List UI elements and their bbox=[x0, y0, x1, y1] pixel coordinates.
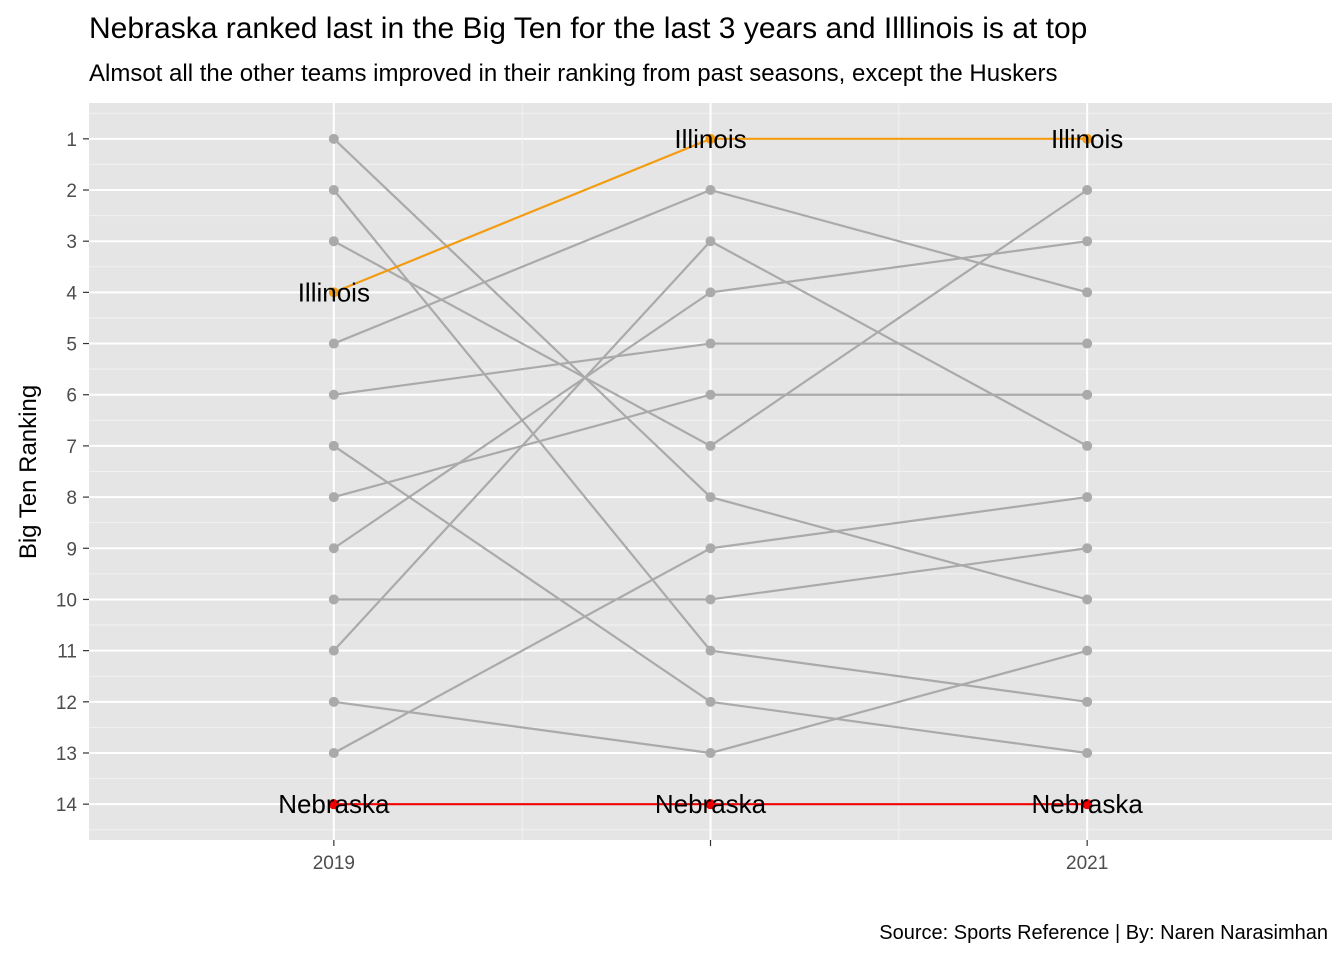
chart-subtitle: Almsot all the other teams improved in t… bbox=[89, 60, 1058, 87]
data-point-team bbox=[705, 696, 716, 707]
data-point-team bbox=[705, 185, 716, 196]
series-points bbox=[328, 133, 1093, 810]
data-point-team bbox=[328, 594, 339, 605]
data-point-team bbox=[328, 696, 339, 707]
point-label-illinois: Illinois bbox=[1051, 124, 1123, 154]
point-label-nebraska: Nebraska bbox=[278, 789, 390, 819]
data-point-team bbox=[705, 594, 716, 605]
point-label-nebraska: Nebraska bbox=[655, 789, 767, 819]
data-point-team bbox=[328, 747, 339, 758]
y-tick-label: 4 bbox=[66, 283, 77, 304]
y-tick-label: 9 bbox=[66, 539, 77, 560]
data-point-team bbox=[705, 389, 716, 400]
data-point-nebraska bbox=[1082, 799, 1093, 810]
data-point-team bbox=[328, 645, 339, 656]
point-label-illinois: Illinois bbox=[298, 277, 370, 307]
y-tick-label: 10 bbox=[56, 590, 77, 611]
data-point-team bbox=[328, 236, 339, 247]
data-point-team bbox=[1082, 236, 1093, 247]
data-point-team bbox=[328, 338, 339, 349]
data-point-team bbox=[1082, 492, 1093, 503]
data-point-team bbox=[705, 543, 716, 554]
data-point-team bbox=[705, 338, 716, 349]
data-point-team bbox=[328, 440, 339, 451]
y-tick-label: 8 bbox=[66, 488, 77, 509]
point-label-illinois: Illinois bbox=[674, 124, 746, 154]
y-tick-label: 1 bbox=[66, 130, 77, 151]
x-tick-label: 2019 bbox=[313, 853, 355, 874]
y-tick-label: 13 bbox=[56, 744, 77, 765]
data-point-team bbox=[1082, 543, 1093, 554]
data-point-team bbox=[328, 492, 339, 503]
data-point-nebraska bbox=[328, 799, 339, 810]
data-point-team bbox=[1082, 696, 1093, 707]
data-point-team bbox=[705, 236, 716, 247]
y-tick-label: 2 bbox=[66, 181, 77, 202]
data-point-team bbox=[328, 543, 339, 554]
y-tick-label: 3 bbox=[66, 232, 77, 253]
data-point-team bbox=[1082, 338, 1093, 349]
data-point-team bbox=[328, 133, 339, 144]
x-axis-ticks: 2019 2021 bbox=[313, 840, 1108, 874]
data-point-team bbox=[705, 645, 716, 656]
data-point-team bbox=[705, 440, 716, 451]
data-point-team bbox=[1082, 185, 1093, 196]
data-point-illinois bbox=[1082, 133, 1093, 144]
data-point-illinois bbox=[705, 133, 716, 144]
data-point-team bbox=[1082, 287, 1093, 298]
data-point-illinois bbox=[328, 287, 339, 298]
y-tick-label: 12 bbox=[56, 693, 77, 714]
x-tick-label: 2021 bbox=[1066, 853, 1108, 874]
y-tick-label: 5 bbox=[66, 335, 77, 356]
y-axis-label: Big Ten Ranking bbox=[15, 385, 42, 559]
data-point-team bbox=[1082, 645, 1093, 656]
data-point-team bbox=[1082, 389, 1093, 400]
point-label-nebraska: Nebraska bbox=[1032, 789, 1144, 819]
y-tick-label: 7 bbox=[66, 437, 77, 458]
y-tick-label: 11 bbox=[57, 642, 77, 663]
point-labels: Illinois Illinois Illinois Nebraska Nebraska… bbox=[278, 124, 1143, 819]
data-point-team bbox=[705, 287, 716, 298]
data-point-team bbox=[328, 185, 339, 196]
data-point-team bbox=[1082, 440, 1093, 451]
y-tick-label: 14 bbox=[56, 795, 78, 816]
data-point-team bbox=[1082, 594, 1093, 605]
data-point-nebraska bbox=[705, 799, 716, 810]
data-point-team bbox=[328, 389, 339, 400]
chart-caption: Source: Sports Reference | By: Naren Nar… bbox=[879, 922, 1328, 944]
data-point-team bbox=[1082, 747, 1093, 758]
data-point-team bbox=[705, 747, 716, 758]
y-tick-label: 6 bbox=[66, 386, 77, 407]
data-point-team bbox=[705, 492, 716, 503]
chart-title: Nebraska ranked last in the Big Ten for … bbox=[89, 12, 1088, 45]
